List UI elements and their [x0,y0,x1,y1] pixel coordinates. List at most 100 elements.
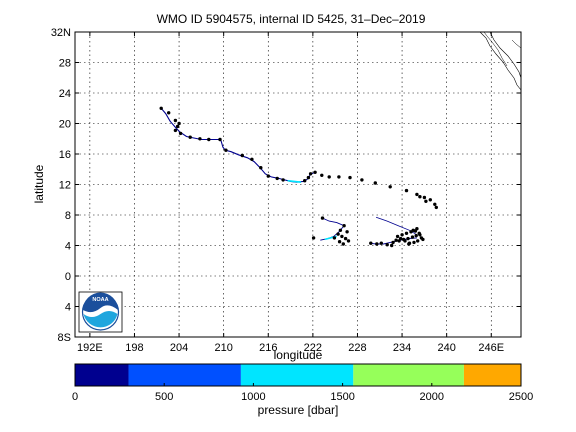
profile-point [275,176,279,181]
colorbar-tick-label: 0 [72,391,78,403]
profile-point [418,233,422,237]
profile-point [404,188,409,193]
y-axis-ticks: 8S 4 0 4 8 12 16 20 24 28 32N [51,27,521,344]
profile-point [266,174,270,178]
profile-point [398,236,403,241]
y-tick-label: 24 [59,88,71,100]
y-tick-label: 32N [51,27,71,39]
profile-point [188,135,192,139]
colorbar-tick-label: 1000 [241,391,265,403]
y-tick-label: 4 [65,241,71,253]
x-tick-label: 198 [125,342,143,354]
profile-point [306,175,311,180]
profile-point [311,236,316,240]
profile-point [303,179,307,183]
profile-point [175,124,180,129]
grid [75,32,521,337]
profile-point [336,232,340,236]
profile-point [224,148,228,152]
profile-point [198,137,202,141]
colorbar-ticks: 0 500 1000 1500 2000 2500 [72,383,533,403]
profile-point [411,228,415,232]
profile-point [379,241,383,245]
profile-point [308,172,313,176]
colorbar-frame [74,363,522,387]
profile-point [421,237,425,242]
x-tick-label: 192E [77,342,103,354]
profile-point [404,231,409,235]
profile-point [422,195,427,200]
colorbar-band [75,364,129,386]
profile-point [342,224,346,228]
profile-point [415,227,419,231]
profile-point [313,170,317,174]
profile-point [340,234,344,239]
profile-point [369,241,373,245]
x-tick-label: 222 [304,342,322,354]
profile-point [390,243,394,248]
colorbar-tick-label: 2500 [509,391,533,403]
profile-point [338,228,343,232]
y-tick-label: 4 [65,302,71,314]
plot-area: 192E 198 204 210 216 222 228 234 240 246E 8S40481… [51,27,522,354]
x-tick-label: 246E [478,342,504,354]
profile-point [173,128,178,133]
profile-point [173,118,178,123]
y-axis-label: latitude [32,164,46,203]
profile-point [346,239,351,243]
profile-point [394,238,398,242]
profile-point [418,195,422,199]
profile-point [240,153,244,158]
logo-text: NOAA [92,297,108,303]
profile-point [207,137,211,142]
profile-point [400,233,404,237]
colorbar-band [463,364,521,386]
x-tick-label: 210 [214,342,232,354]
profile-point [433,202,437,206]
x-tick-label: 216 [259,342,277,354]
colorbar-tick-label: 1500 [330,391,354,403]
profile-point [385,243,389,247]
profile-point [337,175,341,179]
track-line-deep [287,179,302,183]
profile-point [375,242,379,246]
colorbar: 0 500 1000 1500 2000 2500 pressure [dbar] [72,363,533,417]
profile-point [434,205,438,210]
profile-point [415,192,419,197]
noaa-logo-icon: NOAA [78,291,123,333]
profile-point [281,178,285,182]
profile-point [428,198,432,202]
profile-point [343,236,348,241]
profile-point [320,216,325,220]
profile-point [360,178,364,182]
profile-point [424,199,428,203]
profile-point [391,240,395,245]
profile-point [218,137,222,142]
profile-point [410,235,415,239]
colorbar-label: pressure [dbar] [258,403,339,417]
colorbar-band [353,364,464,386]
y-tick-label: 16 [59,149,71,161]
colorbar-band [128,364,241,386]
x-axis-label: longitude [274,348,323,362]
profile-point [345,230,349,234]
profile-points [159,106,438,248]
x-tick-label: 240 [437,342,455,354]
profile-point [388,185,392,189]
colorbar-band [240,364,354,386]
profile-point [259,166,263,170]
y-tick-label: 12 [59,180,71,192]
profile-point [373,181,377,185]
profile-point [403,239,407,243]
y-tick-label: 8 [65,210,71,222]
profile-point [250,157,254,161]
profile-point [416,239,420,243]
y-tick-label: 8S [58,332,71,344]
profile-point [167,111,171,115]
profile-point [159,106,163,111]
x-tick-label: 228 [348,342,366,354]
y-tick-label: 0 [65,271,71,283]
profile-point [348,175,352,180]
profile-point [327,175,331,179]
